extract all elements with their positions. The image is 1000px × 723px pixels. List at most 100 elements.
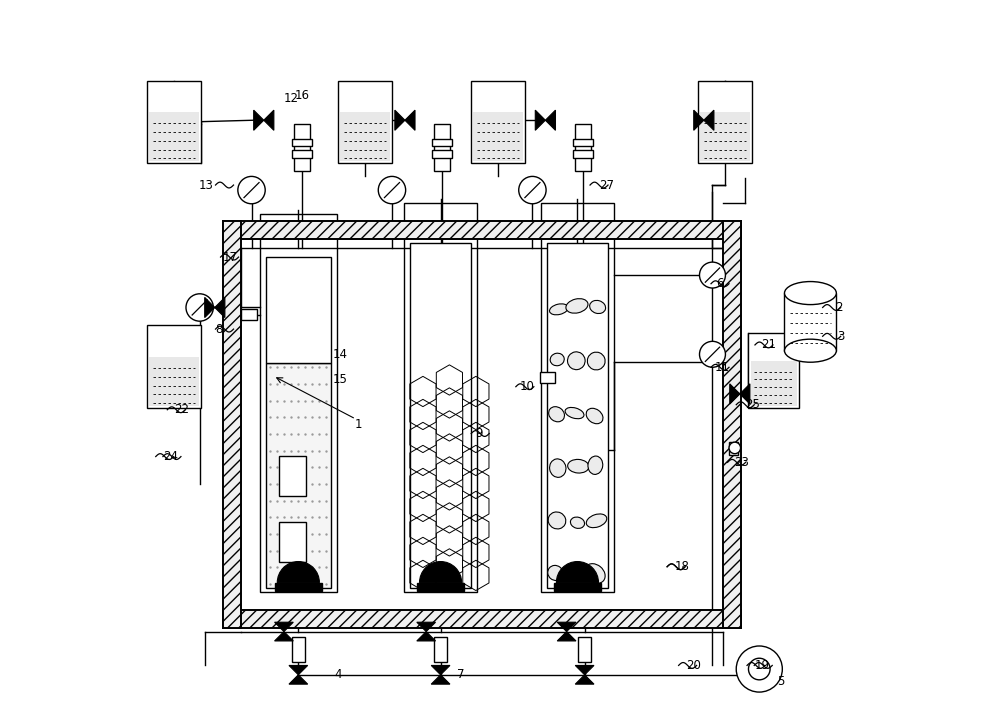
Wedge shape [556,562,598,583]
Circle shape [238,176,265,204]
Text: 5: 5 [777,675,785,688]
Polygon shape [704,110,714,130]
Wedge shape [277,562,319,583]
Polygon shape [205,297,215,317]
Ellipse shape [588,456,603,474]
Ellipse shape [586,514,607,528]
Bar [471,80,525,163]
Bar [432,139,452,146]
Ellipse shape [550,304,568,315]
Bar [573,139,593,146]
Text: 6: 6 [716,277,724,290]
Polygon shape [535,110,545,130]
Ellipse shape [550,354,564,366]
Bar [700,112,750,161]
Ellipse shape [548,565,563,581]
Polygon shape [740,384,750,404]
Text: 27: 27 [599,179,614,192]
Polygon shape [557,632,576,641]
Bar [292,139,312,146]
Bar [294,124,310,171]
Bar [554,583,601,591]
Bar [432,150,452,158]
Text: 16: 16 [295,88,310,101]
Wedge shape [420,562,462,583]
Bar [434,637,447,662]
Text: 8: 8 [216,322,223,335]
Ellipse shape [784,339,836,362]
Ellipse shape [550,459,566,477]
Circle shape [736,646,782,692]
Bar [540,372,555,383]
Bar [147,80,201,163]
Polygon shape [275,632,293,641]
Bar [340,112,390,161]
Bar [575,124,591,171]
Text: 9: 9 [475,427,482,440]
Text: 18: 18 [674,560,689,573]
Polygon shape [264,110,274,130]
Circle shape [700,341,725,367]
Bar [260,214,337,592]
Polygon shape [405,110,415,130]
Text: 12: 12 [284,92,299,105]
Circle shape [519,176,546,204]
Text: 24: 24 [163,450,178,463]
Text: 14: 14 [333,348,348,361]
Bar [266,363,331,589]
Polygon shape [417,632,436,641]
Text: 11: 11 [715,361,730,374]
Ellipse shape [568,459,589,473]
Polygon shape [431,665,450,675]
Text: 23: 23 [734,455,749,469]
Bar [279,456,306,495]
Bar [404,203,477,592]
Polygon shape [694,110,704,130]
Ellipse shape [590,300,606,314]
Text: 20: 20 [686,659,701,672]
Text: 4: 4 [334,668,342,681]
Bar [223,221,241,628]
Polygon shape [254,110,264,130]
Text: 1: 1 [355,419,362,432]
Polygon shape [417,623,436,632]
Bar [729,442,738,455]
Text: 22: 22 [174,403,189,416]
Text: 2: 2 [835,301,842,314]
Polygon shape [431,675,450,684]
Ellipse shape [571,564,585,581]
Bar [473,112,523,161]
Text: 17: 17 [223,251,238,264]
Ellipse shape [784,281,836,304]
Bar [541,203,614,592]
Polygon shape [575,665,594,675]
Bar [292,150,312,158]
Ellipse shape [549,406,564,422]
Bar [149,357,199,406]
Bar [698,80,752,163]
Ellipse shape [586,408,603,424]
Text: 15: 15 [333,373,348,386]
Ellipse shape [548,512,566,529]
Circle shape [748,658,770,680]
Bar [279,522,306,562]
Text: 21: 21 [761,338,776,351]
Bar [748,333,799,408]
Bar [147,325,201,408]
Bar [434,124,450,171]
Text: 3: 3 [837,330,844,343]
Bar [751,362,797,406]
Text: 25: 25 [745,398,760,411]
Polygon shape [575,675,594,684]
Bar [547,243,608,589]
Polygon shape [215,297,225,317]
Ellipse shape [568,352,585,369]
Bar [266,257,331,363]
Ellipse shape [566,299,588,313]
Circle shape [729,442,741,454]
Bar [578,637,591,662]
Text: 13: 13 [199,179,214,192]
Polygon shape [557,623,576,632]
Bar [275,583,322,591]
Ellipse shape [570,517,585,529]
